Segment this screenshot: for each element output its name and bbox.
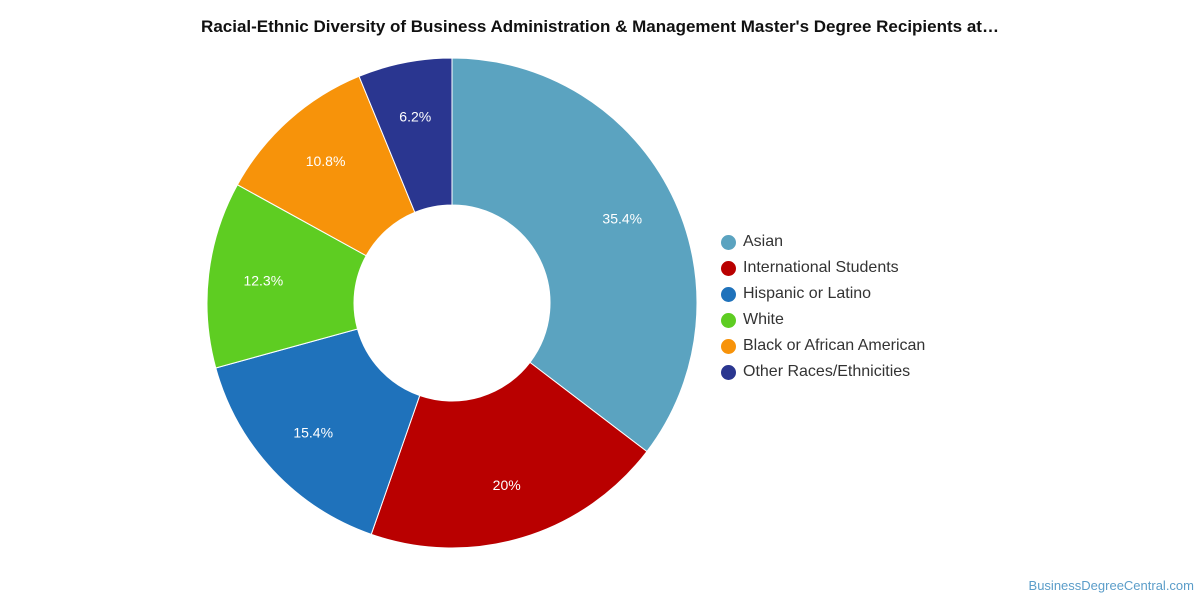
- slice-value-label-international-students: 20%: [493, 477, 521, 493]
- legend-label: Hispanic or Latino: [743, 285, 872, 302]
- legend-label: International Students: [743, 259, 899, 276]
- legend-label: Asian: [743, 233, 784, 250]
- slice-other-races-ethnicities[interactable]: [358, 57, 453, 213]
- legend-label: Other Races/Ethnicities: [743, 363, 911, 380]
- legend-item-other-races-ethnicities[interactable]: Other Races/Ethnicities: [721, 359, 925, 385]
- legend-item-white[interactable]: White: [721, 307, 925, 333]
- legend-label: Black or African American: [743, 337, 926, 354]
- slice-value-label-hispanic-or-latino: 15.4%: [293, 425, 333, 441]
- legend-marker: [721, 338, 736, 354]
- slice-white[interactable]: [206, 184, 367, 369]
- legend-marker: [721, 234, 736, 250]
- source-credit[interactable]: BusinessDegreeCentral.com: [1028, 578, 1194, 593]
- chart-title: Racial-Ethnic Diversity of Business Admi…: [201, 17, 999, 36]
- slice-hispanic-or-latino[interactable]: [215, 328, 421, 535]
- legend-item-asian[interactable]: Asian: [721, 229, 925, 255]
- chart-legend: Asian International Students Hispanic or L…: [721, 229, 925, 385]
- slice-value-label-black-or-african-american: 10.8%: [306, 153, 346, 169]
- slice-value-label-other-races-ethnicities: 6.2%: [399, 109, 431, 125]
- chart-value-labels: 35.4% 20% 15.4% 12.3% 10.8% 6.2%: [243, 109, 642, 493]
- legend-item-international-students[interactable]: International Students: [721, 255, 925, 281]
- legend-marker: [721, 364, 736, 380]
- legend-item-black-or-african-american[interactable]: Black or African American: [721, 333, 925, 359]
- slice-value-label-asian: 35.4%: [602, 211, 642, 227]
- legend-item-hispanic-or-latino[interactable]: Hispanic or Latino: [721, 281, 925, 307]
- legend-label: White: [743, 311, 784, 328]
- legend-marker: [721, 260, 736, 276]
- slice-asian[interactable]: [451, 57, 698, 453]
- chart-slices: [206, 57, 698, 549]
- legend-marker: [721, 312, 736, 328]
- slice-international-students[interactable]: [370, 361, 648, 549]
- legend-marker: [721, 286, 736, 302]
- slice-value-label-white: 12.3%: [243, 273, 283, 289]
